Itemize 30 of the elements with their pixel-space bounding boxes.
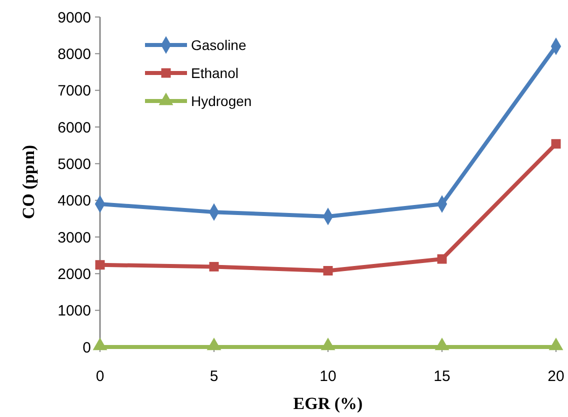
point xyxy=(320,338,336,350)
y-tick-label: 7000 xyxy=(58,82,91,100)
point xyxy=(95,260,105,270)
legend-label: Gasoline xyxy=(191,36,246,53)
x-tick-label: 10 xyxy=(320,368,336,385)
y-tick-label: 0 xyxy=(82,339,91,356)
point xyxy=(206,338,222,350)
x-tick-label: 0 xyxy=(96,368,104,385)
point xyxy=(437,254,447,264)
x-tick-label: 15 xyxy=(434,368,450,385)
x-axis-title: EGR (%) xyxy=(293,394,363,413)
point xyxy=(92,338,108,350)
point xyxy=(323,266,333,276)
point xyxy=(434,338,450,350)
y-tick-label: 8000 xyxy=(58,46,91,63)
y-tick-label: 3000 xyxy=(58,229,91,246)
y-tick-label: 5000 xyxy=(58,156,91,173)
y-tick-label: 1000 xyxy=(58,302,91,320)
y-tick-label: 2000 xyxy=(58,266,91,283)
point xyxy=(551,139,561,149)
point xyxy=(209,262,219,272)
legend-label: Hydrogen xyxy=(191,92,252,109)
y-axis-title: CO (ppm) xyxy=(19,144,38,220)
point xyxy=(548,338,564,350)
y-tick-label: 6000 xyxy=(58,119,91,136)
legend-label: Ethanol xyxy=(191,64,238,81)
y-tick-label: 9000 xyxy=(58,9,91,26)
y-tick-label: 4000 xyxy=(58,192,91,210)
x-tick-label: 5 xyxy=(210,368,218,385)
x-tick-label: 20 xyxy=(548,368,564,385)
